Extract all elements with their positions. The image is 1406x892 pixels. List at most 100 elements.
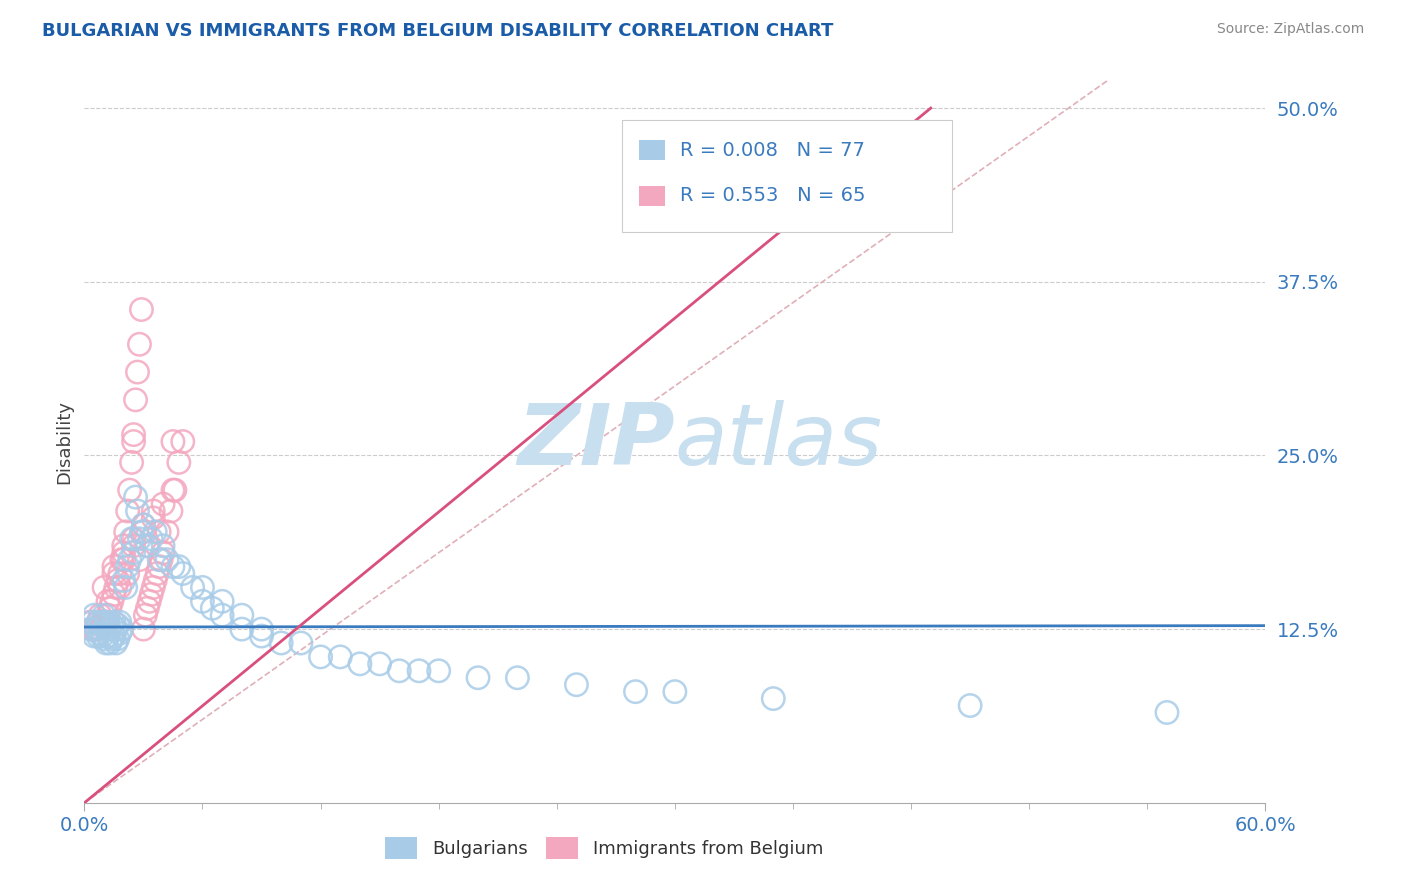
Point — [83, 608, 105, 623]
Point — [111, 552, 134, 566]
Point — [427, 664, 450, 678]
Point — [624, 684, 647, 698]
Point — [93, 632, 115, 646]
Point — [103, 615, 125, 630]
Text: atlas: atlas — [675, 400, 883, 483]
Point — [156, 552, 179, 566]
Point — [91, 615, 114, 630]
Text: Source: ZipAtlas.com: Source: ZipAtlas.com — [1216, 22, 1364, 37]
Point — [101, 618, 124, 632]
Point — [152, 546, 174, 560]
Point — [83, 629, 105, 643]
Point — [79, 615, 101, 630]
Point — [103, 559, 125, 574]
Point — [112, 539, 135, 553]
Point — [93, 615, 115, 630]
Point — [122, 434, 145, 449]
Point — [172, 566, 194, 581]
Point — [107, 574, 129, 588]
Text: ZIP: ZIP — [517, 400, 675, 483]
Point — [111, 622, 134, 636]
Point — [98, 622, 121, 636]
Point — [117, 566, 139, 581]
Point — [87, 615, 110, 630]
Point — [163, 483, 186, 498]
Point — [467, 671, 489, 685]
Point — [148, 559, 170, 574]
Point — [104, 636, 127, 650]
Text: BULGARIAN VS IMMIGRANTS FROM BELGIUM DISABILITY CORRELATION CHART: BULGARIAN VS IMMIGRANTS FROM BELGIUM DIS… — [42, 22, 834, 40]
Point — [1156, 706, 1178, 720]
Point — [128, 552, 150, 566]
Point — [112, 552, 135, 566]
Point — [124, 490, 146, 504]
Point — [148, 552, 170, 566]
Point — [87, 629, 110, 643]
Point — [141, 532, 163, 546]
Point — [91, 629, 114, 643]
Point — [98, 636, 121, 650]
Point — [89, 622, 111, 636]
Point — [143, 524, 166, 539]
Point — [143, 574, 166, 588]
Point — [122, 539, 145, 553]
Point — [97, 629, 120, 643]
Point — [181, 581, 204, 595]
Point — [127, 504, 149, 518]
Point — [162, 483, 184, 498]
Point — [132, 517, 155, 532]
Point — [191, 581, 214, 595]
Text: R = 0.553   N = 65: R = 0.553 N = 65 — [679, 186, 865, 205]
Point — [97, 615, 120, 630]
FancyBboxPatch shape — [640, 140, 665, 161]
Point — [112, 546, 135, 560]
Point — [132, 517, 155, 532]
Point — [127, 365, 149, 379]
Point — [122, 427, 145, 442]
Point — [250, 622, 273, 636]
Point — [101, 594, 124, 608]
Point — [93, 608, 115, 623]
Point — [131, 302, 153, 317]
Point — [128, 532, 150, 546]
Point — [231, 622, 253, 636]
Point — [104, 622, 127, 636]
Point — [122, 532, 145, 546]
Point — [124, 392, 146, 407]
Point — [84, 622, 107, 636]
Point — [108, 566, 131, 581]
Point — [82, 622, 104, 636]
Point — [142, 504, 165, 518]
Legend: Bulgarians, Immigrants from Belgium: Bulgarians, Immigrants from Belgium — [378, 830, 831, 866]
Point — [101, 632, 124, 646]
Point — [122, 546, 145, 560]
Point — [131, 524, 153, 539]
Point — [565, 678, 588, 692]
Point — [117, 559, 139, 574]
Point — [142, 581, 165, 595]
Text: R = 0.008   N = 77: R = 0.008 N = 77 — [679, 141, 865, 160]
FancyBboxPatch shape — [621, 120, 952, 232]
Point — [89, 608, 111, 623]
Point — [132, 622, 155, 636]
Point — [108, 581, 131, 595]
Point — [97, 594, 120, 608]
Point — [103, 629, 125, 643]
Point — [309, 649, 332, 664]
Point — [231, 608, 253, 623]
Point — [162, 434, 184, 449]
Point — [136, 601, 159, 615]
Point — [136, 539, 159, 553]
Point — [211, 608, 233, 623]
Point — [132, 524, 155, 539]
Point — [98, 601, 121, 615]
Point — [191, 594, 214, 608]
Point — [94, 618, 117, 632]
Point — [211, 594, 233, 608]
FancyBboxPatch shape — [640, 186, 665, 206]
Point — [762, 691, 785, 706]
Point — [107, 618, 129, 632]
Point — [91, 615, 114, 630]
Point — [79, 622, 101, 636]
Point — [329, 649, 352, 664]
